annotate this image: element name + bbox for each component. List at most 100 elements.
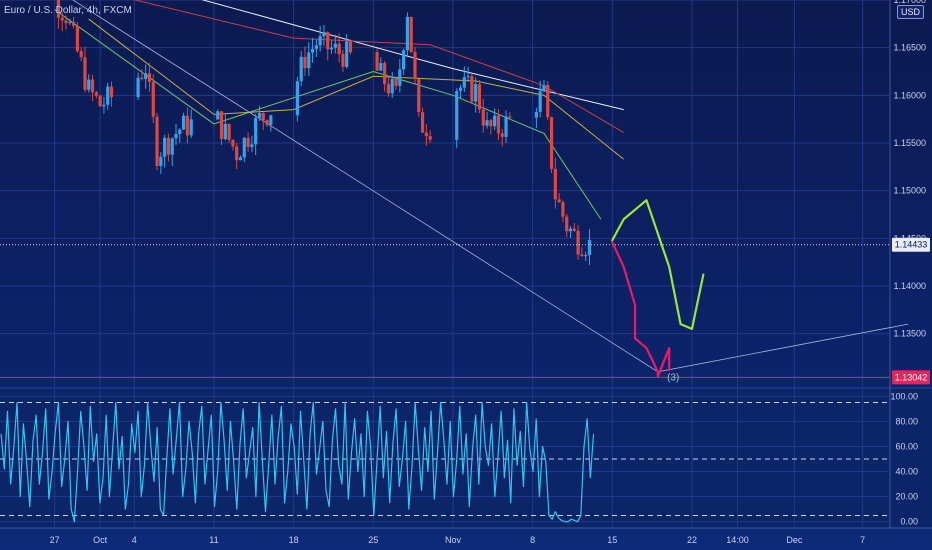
candle-body (56, 0, 61, 18)
x-tick-label: 14:00 (726, 535, 749, 545)
support-price-tag (892, 370, 930, 385)
candle-body (477, 84, 482, 110)
candle-body (561, 202, 565, 217)
candle-body (163, 137, 167, 157)
candle-body (405, 16, 410, 51)
candle-body (386, 84, 391, 94)
candle-body (458, 87, 463, 92)
projection-path (611, 241, 671, 378)
symbol-title[interactable]: Euro / U.S. Dollar, 4h, FXCM (4, 5, 132, 16)
candle-body (322, 32, 326, 37)
candle-body (428, 136, 432, 140)
candle-body (455, 91, 459, 140)
candle-body (337, 43, 341, 55)
candle-body (159, 156, 163, 167)
candle-body (189, 119, 193, 136)
candle-body (474, 84, 478, 102)
candlesticks (56, 0, 592, 266)
candle-body (68, 22, 72, 24)
candle-body (508, 116, 512, 118)
candle-body (379, 63, 383, 71)
candle-body (538, 91, 542, 112)
x-tick-label: 11 (209, 535, 218, 545)
candle-body (94, 92, 98, 96)
last-price-tag-label: 1.14433 (895, 240, 928, 250)
candle-body (496, 115, 501, 134)
candle-body (64, 20, 68, 24)
candle-body (227, 123, 231, 140)
candle-body (147, 73, 152, 82)
x-tick-label: 18 (289, 535, 299, 545)
y-tick-label: 1.15000 (893, 186, 926, 196)
candle-body (98, 95, 102, 107)
candle-body (534, 111, 538, 118)
x-tick-label: 22 (687, 535, 697, 545)
candle-body (246, 137, 250, 148)
y-tick-label: 1.16500 (893, 43, 926, 53)
x-tick-label: 4 (132, 535, 137, 545)
candle-body (557, 199, 561, 203)
x-tick-label: Nov (445, 535, 462, 545)
candle-body (383, 63, 387, 85)
candle-body (261, 112, 265, 121)
candle-body (219, 111, 224, 140)
candle-body (303, 56, 307, 69)
oscillator-line (0, 401, 595, 523)
currency-badge[interactable]: USD (896, 5, 924, 19)
wave-label: (3) (667, 372, 679, 383)
candle-body (79, 51, 83, 58)
x-tick-label: 27 (50, 535, 60, 545)
candle-body (485, 120, 489, 126)
candle-body (216, 111, 220, 120)
candle-body (181, 115, 186, 130)
candle-body (90, 79, 95, 93)
candle-body (504, 116, 508, 137)
candle-body (231, 139, 235, 147)
candle-body (542, 84, 546, 92)
x-tick-label: Oct (93, 535, 108, 545)
candle-body (549, 117, 554, 169)
candle-body (250, 144, 254, 148)
candle-body (470, 76, 474, 102)
moving-average-line (133, 0, 624, 133)
candle-body (238, 157, 243, 161)
candle-body (109, 86, 114, 98)
candle-body (489, 120, 493, 127)
candle-body (345, 41, 349, 67)
candle-body (87, 79, 91, 90)
candle-body (257, 112, 262, 118)
candle-body (375, 52, 379, 71)
candle-body (553, 168, 557, 200)
candle-body (155, 116, 159, 167)
candle-body (568, 228, 573, 232)
candle-body (106, 86, 110, 105)
candle-body (174, 133, 178, 139)
candle-body (413, 52, 417, 79)
candle-body (136, 77, 140, 98)
candle-body (587, 240, 592, 256)
candle-body (299, 56, 303, 82)
candle-body (170, 138, 174, 155)
candle-body (83, 57, 87, 90)
candle-body (462, 77, 466, 88)
x-tick-label: 8 (530, 535, 535, 545)
candle-body (424, 132, 428, 137)
candle-body (394, 78, 398, 86)
candle-body (254, 117, 258, 145)
x-tick-label: Dec (786, 535, 803, 545)
y-tick-label: 1.15500 (893, 138, 926, 148)
candle-body (402, 50, 406, 70)
candle-body (151, 81, 155, 117)
candle-body (71, 22, 76, 26)
candle-body (314, 45, 318, 49)
moving-average-line (201, 0, 624, 111)
moving-average-line (88, 18, 624, 160)
candle-body (326, 32, 330, 50)
y-tick-label: 1.13500 (893, 329, 926, 339)
candle-body (265, 120, 269, 125)
x-tick-label: 7 (860, 535, 865, 545)
candle-body (466, 76, 470, 78)
candle-body (481, 109, 485, 126)
